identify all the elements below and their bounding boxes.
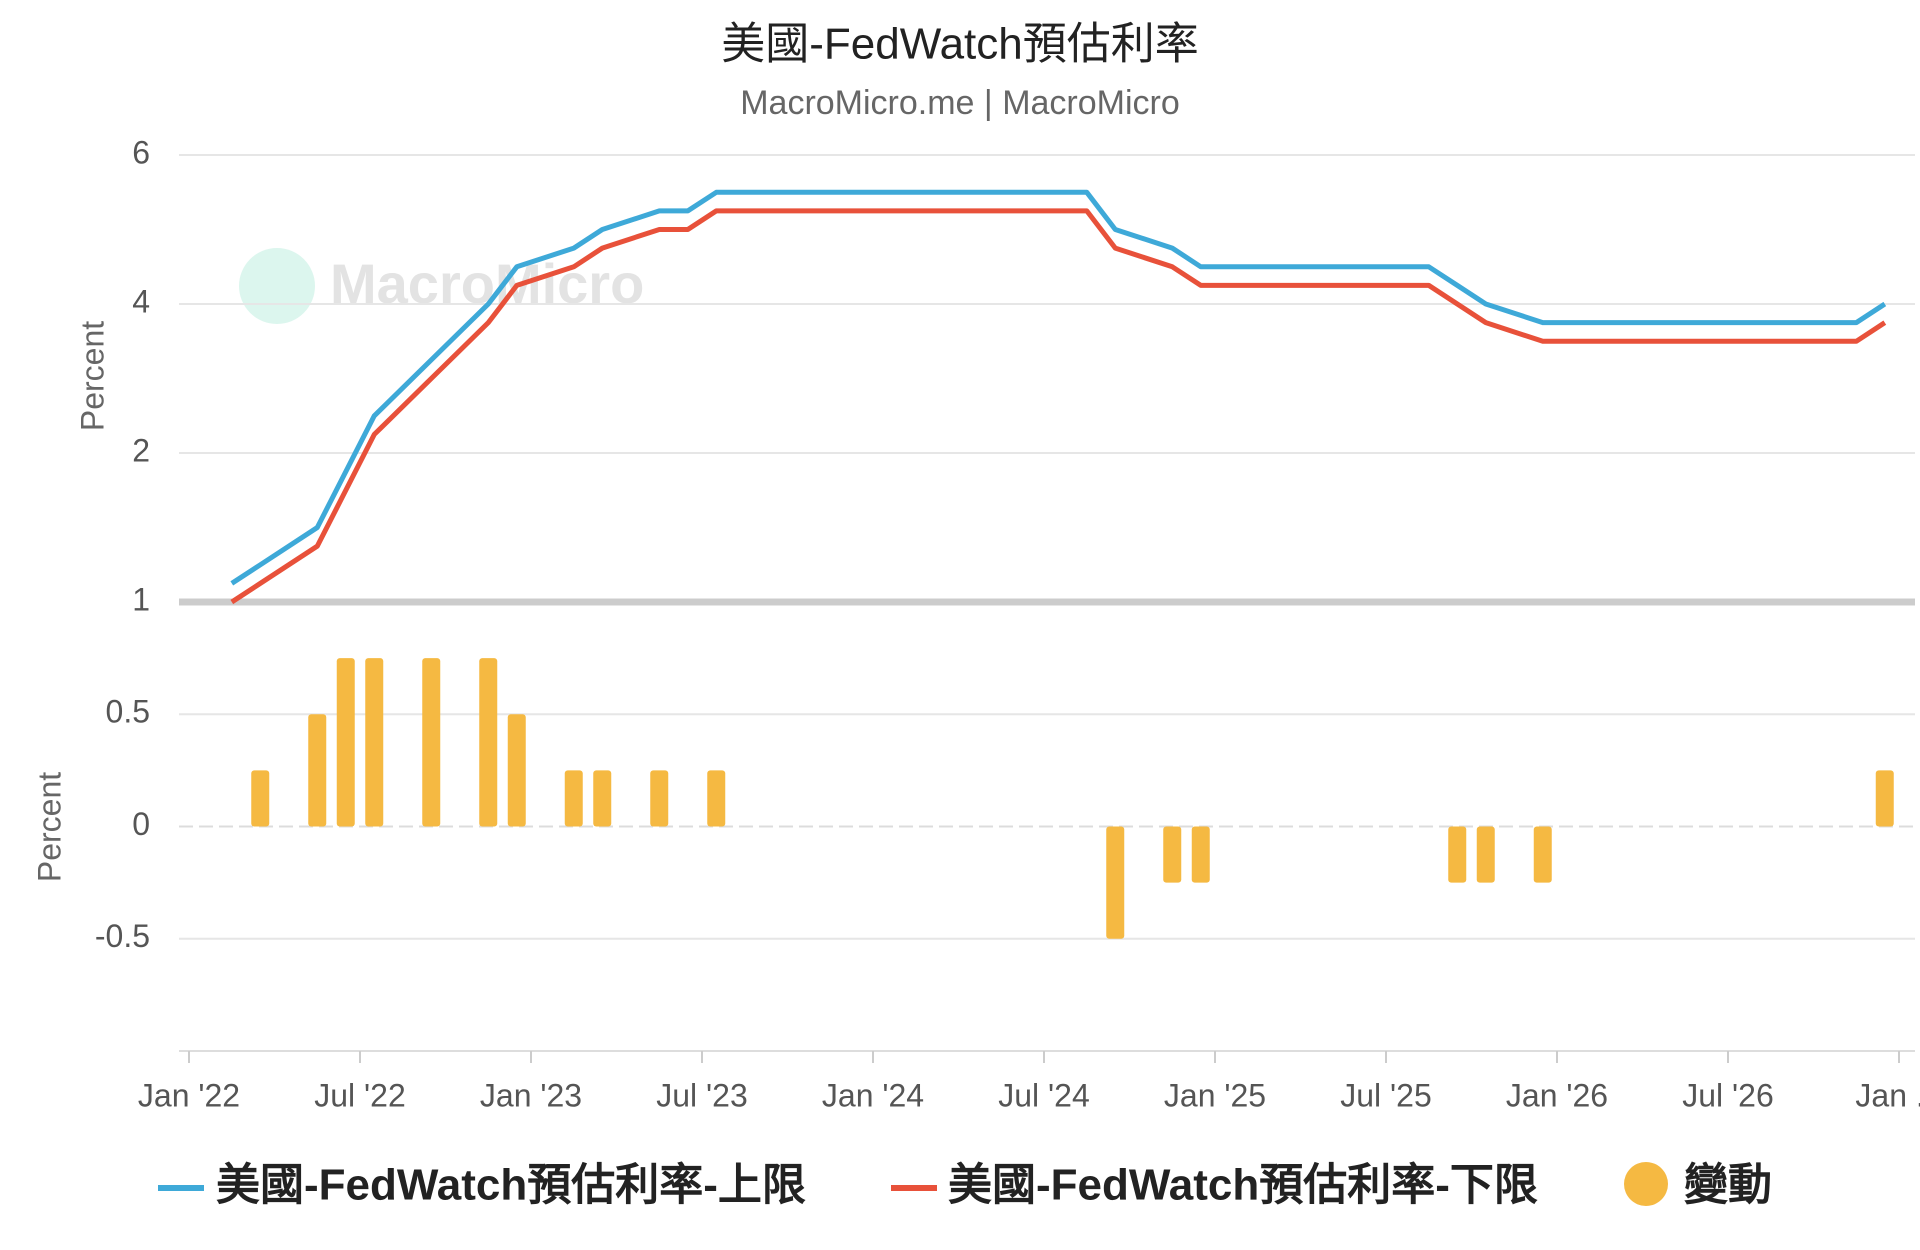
- chart-title: 美國-FedWatch預估利率: [721, 20, 1199, 69]
- y-tick-label: 1: [132, 581, 150, 617]
- bar: [365, 658, 384, 827]
- legend-label: 美國-FedWatch預估利率-下限: [948, 1161, 1538, 1210]
- x-tick-label: Jan '23: [480, 1077, 582, 1113]
- bar: [707, 770, 726, 827]
- y-axis-title: Percent: [31, 772, 67, 882]
- y-tick-label: 0.5: [106, 694, 150, 730]
- legend-label: 美國-FedWatch預估利率-上限: [216, 1161, 806, 1210]
- bar: [251, 770, 270, 827]
- bar: [1875, 770, 1894, 827]
- legend-marker: [1624, 1162, 1668, 1206]
- x-tick-label: Jul '26: [1682, 1077, 1774, 1113]
- bar: [1448, 826, 1467, 883]
- bar: [308, 714, 327, 827]
- y-axis-title: Percent: [74, 321, 110, 431]
- watermark-logo: [239, 248, 315, 324]
- bar: [1191, 826, 1210, 883]
- bar: [650, 770, 669, 827]
- y-tick-label: 4: [132, 283, 150, 319]
- bar: [336, 658, 355, 827]
- bar: [593, 770, 612, 827]
- y-tick-label: 0: [132, 806, 150, 842]
- x-tick-label: Jul '22: [314, 1077, 406, 1113]
- bar: [1533, 826, 1552, 883]
- x-tick-label: Jan '24: [822, 1077, 924, 1113]
- y-tick-label: -0.5: [95, 918, 150, 954]
- bar: [564, 770, 583, 827]
- legend-label: 變動: [1684, 1161, 1772, 1210]
- bar: [1476, 826, 1495, 883]
- bar: [1106, 826, 1125, 939]
- series-line: [230, 189, 1887, 586]
- y-tick-label: 2: [132, 432, 150, 468]
- bar: [507, 714, 526, 827]
- chart-subtitle: MacroMicro.me | MacroMicro: [740, 84, 1180, 122]
- bar: [422, 658, 441, 827]
- bar: [1163, 826, 1182, 883]
- y-tick-label: 6: [132, 134, 150, 170]
- x-tick-label: Jan '25: [1164, 1077, 1266, 1113]
- x-tick-label: Jan ...: [1855, 1077, 1920, 1113]
- x-tick-label: Jan '26: [1506, 1077, 1608, 1113]
- bar: [479, 658, 498, 827]
- x-tick-label: Jul '24: [998, 1077, 1090, 1113]
- x-tick-label: Jan '22: [138, 1077, 240, 1113]
- x-tick-label: Jul '25: [1340, 1077, 1432, 1113]
- x-tick-label: Jul '23: [656, 1077, 748, 1113]
- series-line: [230, 208, 1887, 605]
